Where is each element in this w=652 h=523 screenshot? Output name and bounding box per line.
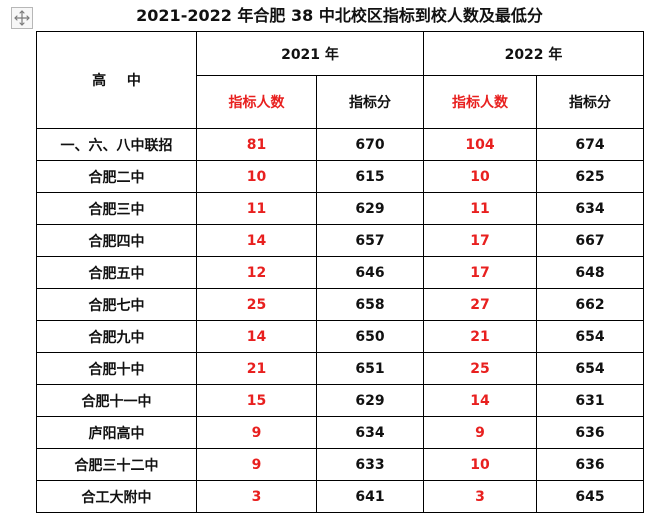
page-title: 2021-2022 年合肥 38 中北校区指标到校人数及最低分 [136, 6, 543, 25]
quota-2022-cell: 27 [423, 288, 537, 321]
school-name-cell: 合肥二中 [36, 160, 197, 193]
table-row: 合肥九中 14 650 21 654 [36, 320, 644, 353]
quota-2021-cell: 25 [196, 288, 317, 321]
corner-header-cell: 高 中 [36, 31, 197, 129]
school-name-cell: 庐阳高中 [36, 416, 197, 449]
year-2021-header: 2021 年 [196, 31, 424, 76]
table-row: 合肥十中 21 651 25 654 [36, 352, 644, 385]
quota-2021-cell: 14 [196, 320, 317, 353]
quota-2022-cell: 17 [423, 224, 537, 257]
score-2022-cell: 654 [536, 352, 644, 385]
quota-table: 高 中 2021 年 2022 年 指标人数 指标分 指标人数 指标分 一、六、… [36, 31, 644, 513]
school-name-cell: 一、六、八中联招 [36, 128, 197, 161]
quota-2022-cell: 10 [423, 448, 537, 481]
score-2022-cell: 645 [536, 480, 644, 513]
school-name-cell: 合肥十中 [36, 352, 197, 385]
score-2021-cell: 646 [316, 256, 424, 289]
score-2022-cell: 674 [536, 128, 644, 161]
table-row: 合肥四中 14 657 17 667 [36, 224, 644, 257]
table-row: 合肥三十二中 9 633 10 636 [36, 448, 644, 481]
score-2022-cell: 667 [536, 224, 644, 257]
quota-2021-cell: 12 [196, 256, 317, 289]
school-name-cell: 合肥三十二中 [36, 448, 197, 481]
score-2022-cell: 636 [536, 448, 644, 481]
school-name-cell: 合肥四中 [36, 224, 197, 257]
col-header-2021-quota: 指标人数 [196, 75, 317, 129]
score-2021-cell: 651 [316, 352, 424, 385]
quota-2021-cell: 21 [196, 352, 317, 385]
quota-2021-cell: 9 [196, 448, 317, 481]
score-2022-cell: 662 [536, 288, 644, 321]
col-header-2022-quota: 指标人数 [423, 75, 537, 129]
school-name-cell: 合肥七中 [36, 288, 197, 321]
table-move-handle[interactable] [11, 7, 33, 29]
school-name-cell: 合肥五中 [36, 256, 197, 289]
year-2022-header: 2022 年 [423, 31, 644, 76]
move-arrows-icon [14, 10, 30, 26]
quota-2022-cell: 104 [423, 128, 537, 161]
table-row: 合肥七中 25 658 27 662 [36, 288, 644, 321]
school-name-cell: 合肥九中 [36, 320, 197, 353]
score-2021-cell: 629 [316, 192, 424, 225]
score-2021-cell: 634 [316, 416, 424, 449]
quota-2022-cell: 3 [423, 480, 537, 513]
score-2021-cell: 629 [316, 384, 424, 417]
quota-2022-cell: 25 [423, 352, 537, 385]
score-2022-cell: 648 [536, 256, 644, 289]
score-2021-cell: 658 [316, 288, 424, 321]
score-2022-cell: 634 [536, 192, 644, 225]
table-row: 合肥五中 12 646 17 648 [36, 256, 644, 289]
score-2022-cell: 654 [536, 320, 644, 353]
quota-2022-cell: 17 [423, 256, 537, 289]
score-2021-cell: 650 [316, 320, 424, 353]
score-2022-cell: 625 [536, 160, 644, 193]
col-header-2022-score: 指标分 [536, 75, 644, 129]
score-2021-cell: 641 [316, 480, 424, 513]
quota-2022-cell: 14 [423, 384, 537, 417]
score-2021-cell: 670 [316, 128, 424, 161]
quota-2021-cell: 11 [196, 192, 317, 225]
table-row: 合工大附中 3 641 3 645 [36, 480, 644, 513]
score-2021-cell: 615 [316, 160, 424, 193]
header-row-years: 高 中 2021 年 2022 年 [36, 31, 644, 129]
table-row: 一、六、八中联招 81 670 104 674 [36, 128, 644, 161]
score-2021-cell: 657 [316, 224, 424, 257]
quota-2021-cell: 81 [196, 128, 317, 161]
school-name-cell: 合工大附中 [36, 480, 197, 513]
quota-2022-cell: 10 [423, 160, 537, 193]
corner-header-label: 高 中 [92, 73, 149, 89]
table-row: 合肥二中 10 615 10 625 [36, 160, 644, 193]
score-2022-cell: 631 [536, 384, 644, 417]
quota-2022-cell: 11 [423, 192, 537, 225]
quota-2021-cell: 15 [196, 384, 317, 417]
quota-2021-cell: 14 [196, 224, 317, 257]
school-name-cell: 合肥三中 [36, 192, 197, 225]
table-row: 庐阳高中 9 634 9 636 [36, 416, 644, 449]
quota-2022-cell: 21 [423, 320, 537, 353]
header-row-columns: 指标人数 指标分 指标人数 指标分 [37, 75, 644, 129]
score-2022-cell: 636 [536, 416, 644, 449]
school-name-cell: 合肥十一中 [36, 384, 197, 417]
quota-2021-cell: 10 [196, 160, 317, 193]
table-row: 合肥十一中 15 629 14 631 [36, 384, 644, 417]
table-row: 合肥三中 11 629 11 634 [36, 192, 644, 225]
quota-2022-cell: 9 [423, 416, 537, 449]
score-2021-cell: 633 [316, 448, 424, 481]
quota-2021-cell: 9 [196, 416, 317, 449]
quota-2021-cell: 3 [196, 480, 317, 513]
col-header-2021-score: 指标分 [316, 75, 424, 129]
